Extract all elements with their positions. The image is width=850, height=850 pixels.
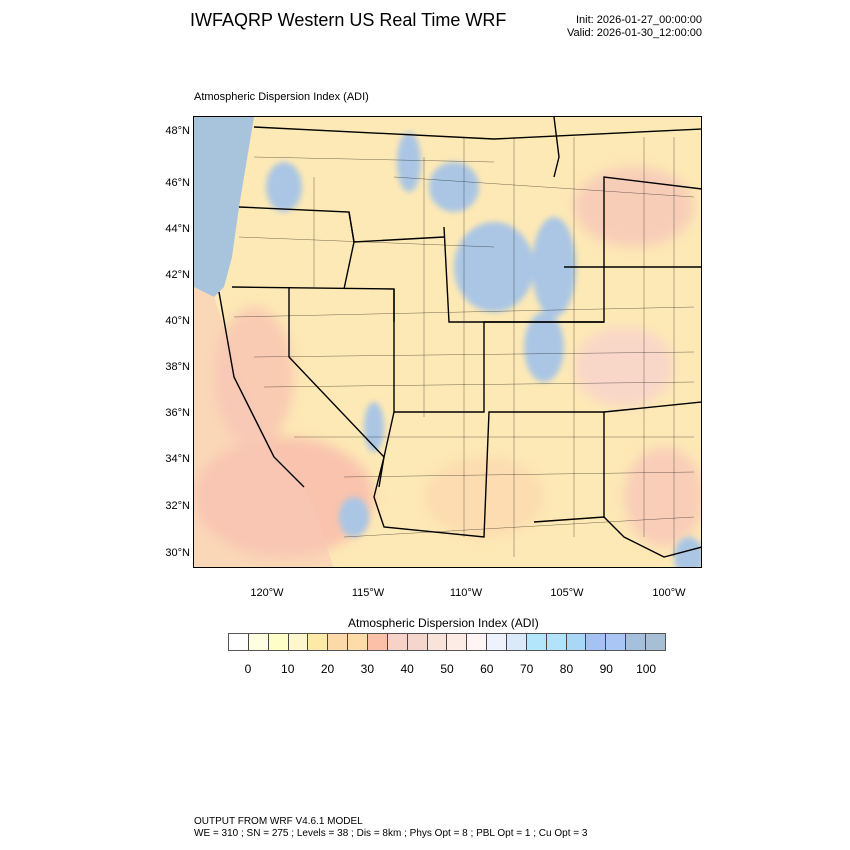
pacific-ocean — [194, 117, 254, 297]
offshore-field — [194, 287, 334, 567]
colorbar-swatch — [328, 634, 349, 650]
lat-label: 38°N — [165, 361, 190, 373]
map-canvas — [194, 117, 701, 567]
colorbar-swatch — [387, 634, 408, 650]
lat-label: 32°N — [165, 500, 190, 512]
colorbar — [228, 633, 666, 651]
map-subtitle: Atmospheric Dispersion Index (ADI) — [194, 91, 369, 103]
colorbar-label: 90 — [599, 662, 613, 676]
colorbar-swatch — [348, 634, 369, 650]
colorbar-label: 10 — [281, 662, 295, 676]
colorbar-label: 70 — [519, 662, 534, 676]
colorbar-swatch — [507, 634, 527, 650]
colorbar-swatch — [626, 634, 647, 650]
state-borders — [218, 117, 701, 558]
colorbar-swatch — [606, 634, 627, 650]
lat-label: 46°N — [165, 177, 190, 189]
valid-time: Valid: 2026-01-30_12:00:00 — [567, 27, 702, 39]
colorbar-label: 80 — [559, 662, 574, 676]
footer-model: OUTPUT FROM WRF V4.6.1 MODEL — [194, 816, 363, 827]
colorbar-label: 50 — [440, 662, 454, 676]
time-info: Init: 2026-01-27_00:00:00 Valid: 2026-01… — [567, 14, 702, 40]
lon-label: 100°W — [652, 587, 686, 599]
colorbar-swatch — [467, 634, 488, 650]
colorbar-label: 20 — [320, 662, 335, 676]
lon-label: 110°W — [449, 587, 483, 599]
footer: OUTPUT FROM WRF V4.6.1 MODEL WE = 310 ; … — [194, 816, 587, 840]
colorbar-swatch — [427, 634, 448, 650]
lat-label: 48°N — [165, 125, 190, 137]
colorbar-label: 60 — [480, 662, 494, 676]
colorbar-label: 30 — [360, 662, 375, 676]
lat-label: 30°N — [165, 547, 190, 559]
adi-map — [193, 116, 702, 568]
colorbar-swatch — [526, 634, 547, 650]
lat-label: 42°N — [165, 269, 190, 281]
colorbar-label: 40 — [400, 662, 414, 676]
lat-label: 36°N — [165, 407, 190, 419]
plot-title: IWFAQRP Western US Real Time WRF — [190, 10, 507, 30]
lon-label: 120°W — [250, 587, 284, 599]
colorbar-swatch — [268, 634, 289, 650]
colorbar-swatch — [407, 634, 428, 650]
colorbar-swatch — [229, 634, 249, 650]
footer-params: WE = 310 ; SN = 275 ; Levels = 38 ; Dis … — [194, 828, 588, 839]
colorbar-swatch — [308, 634, 329, 650]
colorbar-swatch — [447, 634, 468, 650]
colorbar-label: 0 — [244, 662, 252, 676]
colorbar-swatch — [586, 634, 607, 650]
colorbar-swatch — [248, 634, 269, 650]
lat-label: 40°N — [165, 315, 190, 327]
colorbar-title: Atmospheric Dispersion Index (ADI) — [348, 616, 539, 630]
colorbar-swatch — [646, 634, 665, 650]
colorbar-swatch — [566, 634, 587, 650]
lat-label: 34°N — [165, 453, 190, 465]
lon-label: 105°W — [550, 587, 584, 599]
colorbar-swatch — [368, 634, 388, 650]
init-time: Init: 2026-01-27_00:00:00 — [576, 14, 702, 26]
colorbar-label: 100 — [636, 662, 657, 676]
colorbar-swatch — [546, 634, 567, 650]
lon-label: 115°W — [351, 587, 385, 599]
colorbar-swatch — [487, 634, 508, 650]
county-borders — [233, 137, 695, 557]
colorbar-swatch — [288, 634, 309, 650]
lat-label: 44°N — [165, 223, 190, 235]
